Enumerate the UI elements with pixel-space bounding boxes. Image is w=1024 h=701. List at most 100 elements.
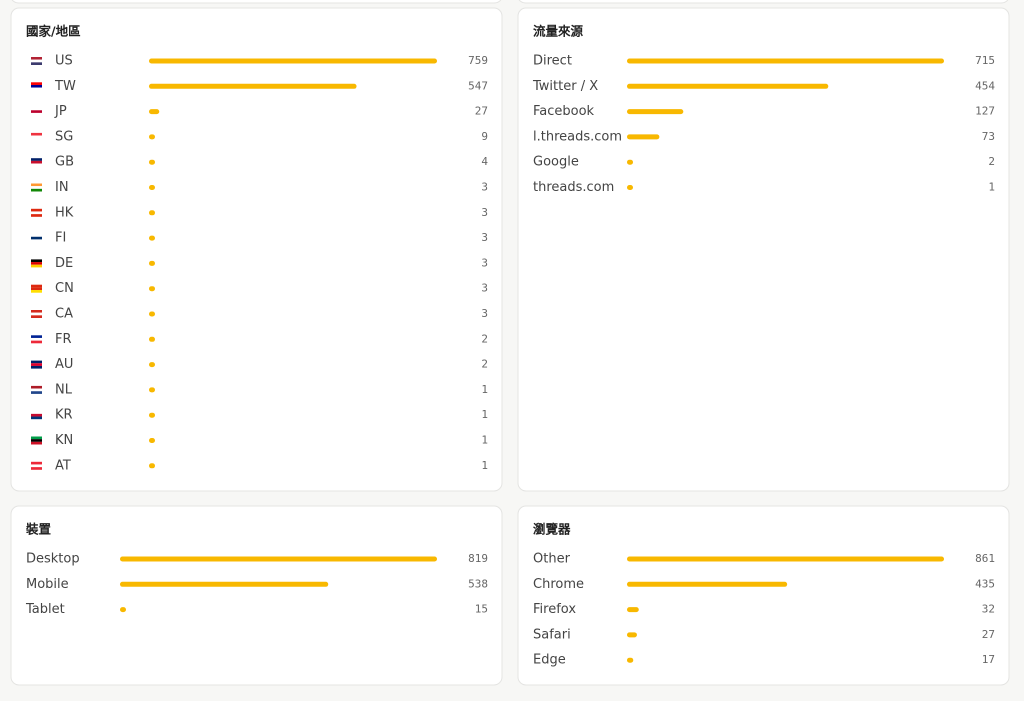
flag-icon xyxy=(31,160,42,164)
row-label: Chrome xyxy=(533,577,584,592)
bar xyxy=(627,159,633,165)
flag-icon xyxy=(31,416,42,420)
row-label: Safari xyxy=(533,627,571,642)
row-value: 27 xyxy=(982,628,995,641)
bar xyxy=(149,109,160,115)
bar xyxy=(149,438,155,443)
flag-icon xyxy=(31,84,42,88)
row-value: 3 xyxy=(481,181,488,194)
row-label: GB xyxy=(55,155,74,170)
bar xyxy=(627,556,944,562)
row-label: KN xyxy=(55,433,73,448)
row-label: KR xyxy=(55,408,73,423)
flag-icon xyxy=(31,259,42,263)
bar xyxy=(149,463,155,469)
row-value: 73 xyxy=(982,130,995,143)
row-value: 3 xyxy=(481,282,488,295)
row-value: 715 xyxy=(975,54,995,67)
row-value: 32 xyxy=(982,603,995,616)
row-value: 1 xyxy=(481,408,488,421)
bar xyxy=(120,556,437,562)
flag-icon xyxy=(31,464,42,468)
row-value: 538 xyxy=(468,577,488,590)
panel-title: 流量來源 xyxy=(533,24,584,39)
flag-icon xyxy=(31,183,42,187)
row-label: JP xyxy=(54,104,67,119)
flag-icon xyxy=(31,388,42,392)
row-value: 1 xyxy=(481,459,488,472)
row-value: 1 xyxy=(988,181,995,194)
row-label: AT xyxy=(55,458,71,473)
row-label: Mobile xyxy=(26,577,69,592)
bar xyxy=(627,657,634,663)
flag-icon xyxy=(31,439,42,442)
row-label: Twitter / X xyxy=(532,79,598,94)
flag-icon xyxy=(31,135,42,139)
flag-icon xyxy=(31,385,42,389)
panel xyxy=(10,505,503,686)
flag-icon xyxy=(31,138,42,141)
flag-icon xyxy=(31,340,42,344)
row-value: 17 xyxy=(982,653,995,666)
flag-icon xyxy=(31,337,42,341)
row-label: Direct xyxy=(533,54,572,69)
flag-icon xyxy=(31,360,42,364)
flag-icon xyxy=(31,110,42,113)
row-label: l.threads.com xyxy=(533,129,622,144)
bar xyxy=(627,134,660,140)
bar xyxy=(149,412,155,418)
bar xyxy=(149,260,155,266)
row-label: Firefox xyxy=(533,602,576,617)
bar xyxy=(627,109,684,115)
row-value: 2 xyxy=(988,155,995,168)
bar xyxy=(149,387,155,393)
row-value: 435 xyxy=(975,577,995,590)
row-label: Other xyxy=(533,552,571,567)
row-value: 15 xyxy=(475,603,488,616)
bar xyxy=(627,83,829,89)
flag-icon xyxy=(31,234,42,237)
bar xyxy=(149,362,155,368)
flag-icon xyxy=(31,186,42,189)
row-value: 1 xyxy=(481,383,488,396)
row-label: FR xyxy=(55,332,72,347)
flag-icon xyxy=(31,211,42,215)
flag-icon xyxy=(31,208,42,212)
bar xyxy=(149,286,155,292)
flag-icon xyxy=(31,287,42,291)
flag-icon xyxy=(31,214,42,217)
flag-icon xyxy=(31,239,42,243)
panel-title: 裝置 xyxy=(25,522,52,537)
panel-edge xyxy=(518,0,1009,4)
panel xyxy=(517,505,1010,686)
bar xyxy=(627,185,633,190)
row-label: TW xyxy=(54,79,76,94)
panel-title: 瀏覽器 xyxy=(533,522,571,537)
flag-icon xyxy=(31,188,42,192)
flag-icon xyxy=(31,363,42,366)
bar xyxy=(627,607,639,613)
flag-icon xyxy=(31,284,42,288)
bar xyxy=(627,632,637,638)
row-value: 819 xyxy=(468,552,488,565)
flag-icon xyxy=(31,290,42,293)
row-label: FI xyxy=(55,231,66,246)
row-label: CN xyxy=(55,281,74,296)
flag-icon xyxy=(31,436,42,440)
row-label: Facebook xyxy=(533,104,595,119)
flag-icon xyxy=(31,132,42,136)
flag-icon xyxy=(31,310,42,313)
row-value: 2 xyxy=(481,332,488,345)
bar xyxy=(149,336,155,342)
bar xyxy=(149,185,155,190)
row-label: US xyxy=(55,54,73,69)
row-label: HK xyxy=(55,205,74,220)
row-label: Tablet xyxy=(25,602,65,617)
bar xyxy=(149,83,357,89)
row-label: DE xyxy=(55,256,73,271)
bar xyxy=(627,581,788,587)
row-label: CA xyxy=(55,307,73,322)
flag-icon xyxy=(31,264,42,268)
